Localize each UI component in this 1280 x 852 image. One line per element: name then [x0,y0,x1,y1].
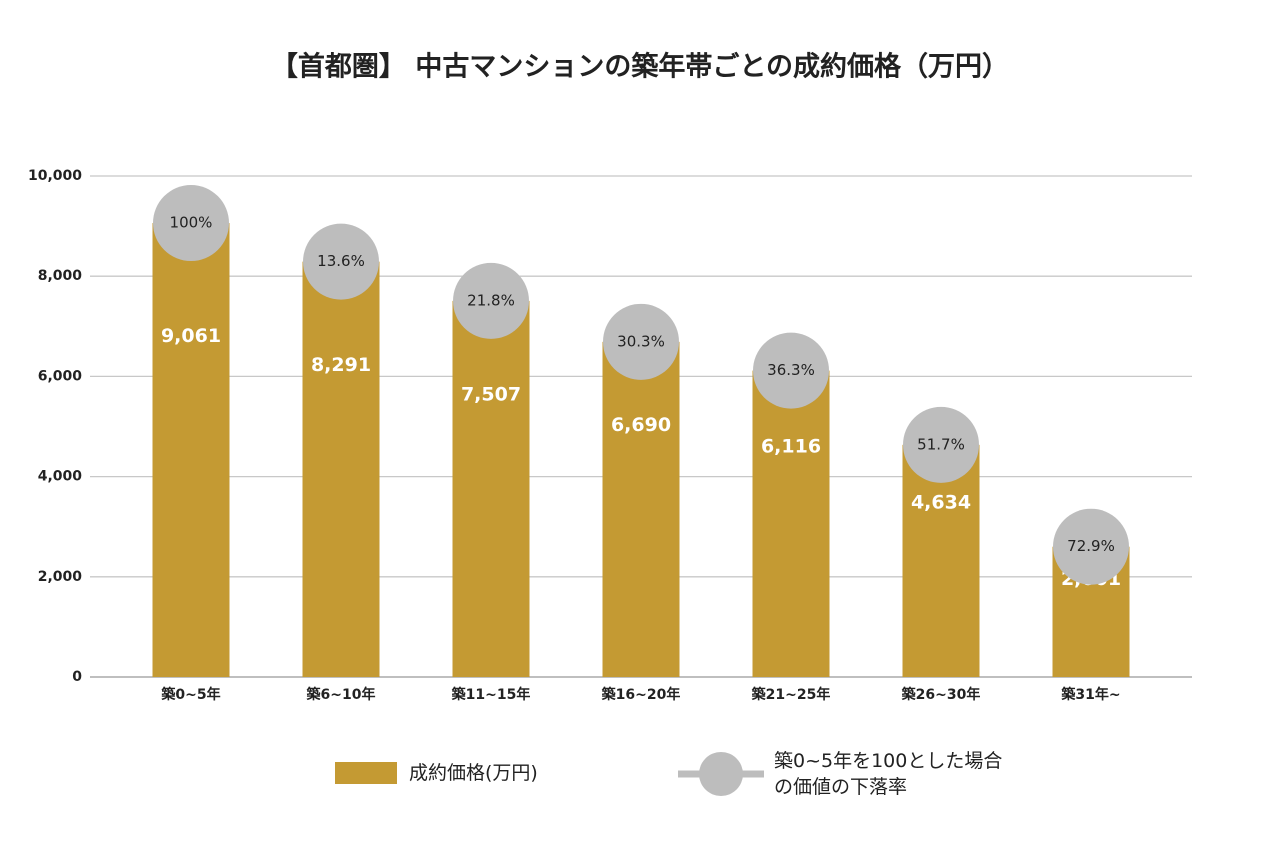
legend-item: 成約価格(万円) [335,760,538,786]
rate-marker [603,303,679,380]
x-tick-label: 築6~10年 [306,686,376,703]
y-tick-label: 0 [72,669,82,685]
bar [152,223,230,678]
rate-marker [753,332,829,409]
rate-label: 30.3% [617,332,665,350]
bar-value-label: 7,507 [461,383,521,405]
y-tick-label: 2,000 [38,569,83,585]
rate-marker [903,406,979,483]
bar [902,444,980,677]
rate-label: 36.3% [767,361,815,379]
x-tick-label: 築21~25年 [751,686,831,703]
bar-value-label: 4,634 [911,491,971,513]
rate-label: 100% [170,214,213,232]
rate-marker [153,185,229,262]
legend-label: 成約価格(万円) [409,762,538,784]
bar-value-label: 9,061 [161,325,221,347]
bar-value-label: 8,291 [311,354,371,376]
bar [602,341,680,677]
bar [752,370,830,677]
bar-value-label: 6,116 [761,436,821,458]
rate-marker [303,223,379,300]
y-tick-label: 6,000 [38,368,83,384]
legend-swatch [678,752,764,796]
legend-label: 築0~5年を100とした場合の価値の下落率 [774,750,1003,798]
legend-item: 築0~5年を100とした場合の価値の下落率 [678,748,1014,800]
x-tick-label: 築26~30年 [901,686,981,703]
x-tick-label: 築11~15年 [451,686,531,703]
y-tick-label: 4,000 [38,469,83,485]
rate-label: 51.7% [917,435,965,453]
bar [302,261,380,677]
rate-marker [453,262,529,339]
x-tick-label: 築0~5年 [160,686,220,703]
rate-label: 21.8% [467,291,515,309]
legend-swatch [335,762,397,784]
bar [452,300,530,677]
rate-label: 72.9% [1067,537,1115,555]
y-tick-label: 8,000 [38,268,83,284]
x-tick-label: 築31年~ [1060,686,1120,703]
rate-label: 13.6% [317,252,365,270]
y-tick-label: 10,000 [28,168,82,184]
x-tick-label: 築16~20年 [601,686,681,703]
bar-value-label: 6,690 [611,414,671,436]
rate-marker [1053,508,1129,585]
chart-title: 【首都圏】 中古マンションの築年帯ごとの成約価格（万円） [271,51,1009,83]
